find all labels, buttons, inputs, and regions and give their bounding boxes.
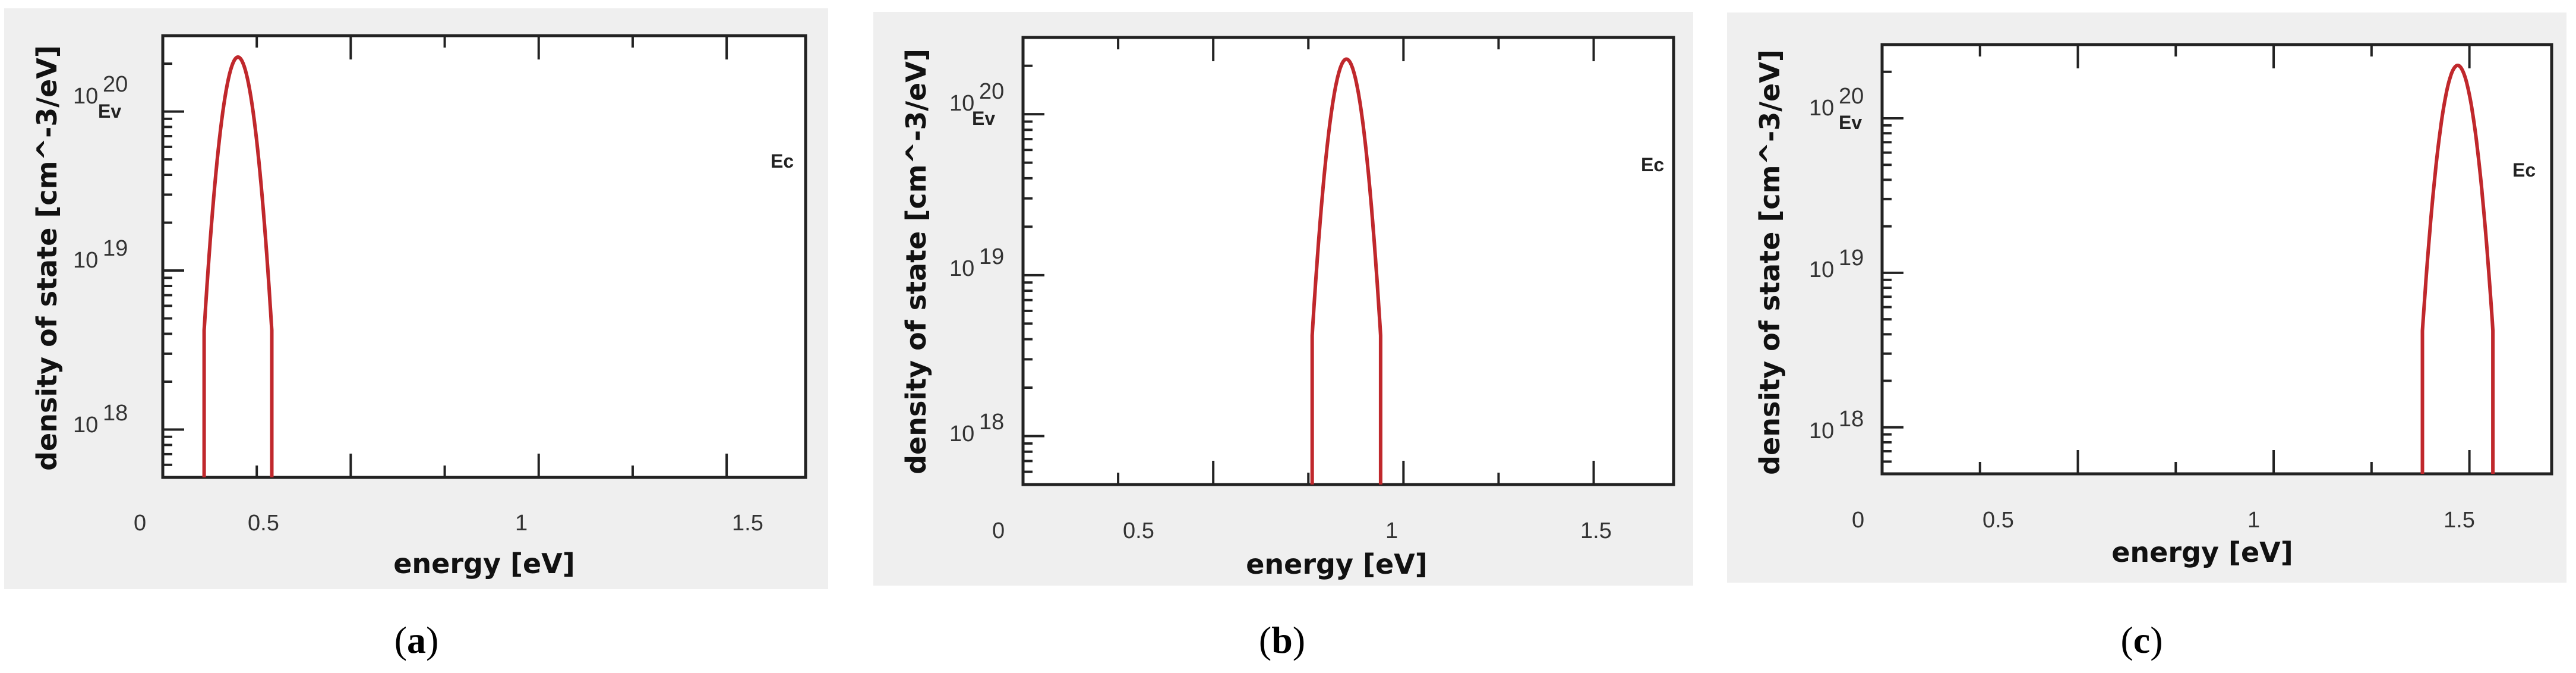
plot-frame (1021, 36, 1675, 486)
plot-frame (1880, 43, 2553, 476)
x-ticks (1117, 37, 1595, 485)
y-tick-1e18-base: 10 (949, 422, 974, 446)
y-tick-1e19-exp: 19 (979, 244, 1004, 269)
y-ticks (1023, 36, 1044, 486)
y-tick-1e20-base: 10 (73, 84, 98, 109)
ec-label: Ec (2512, 159, 2536, 181)
ec-label: Ec (1641, 154, 1664, 175)
x-axis-label: energy [eV] (1246, 548, 1428, 580)
y-tick-1e18-exp: 18 (1839, 407, 1864, 432)
y-tick-1e19-base: 10 (73, 248, 98, 273)
caption-b: (b) (1258, 619, 1306, 661)
x-tick-1.5: 1.5 (732, 511, 763, 536)
ev-label: Ev (1839, 112, 1862, 133)
dos-curve (2420, 63, 2495, 474)
x-axis-label: energy [eV] (393, 548, 575, 580)
ec-label: Ec (771, 150, 794, 172)
y-tick-1e18-exp: 18 (979, 410, 1004, 435)
chart-c-svg: 10 20 10 19 10 18 Ev Ec 0 0.5 1 1.5 ener… (1754, 43, 2553, 568)
chart-a-svg: 10 20 10 19 10 18 Ev Ec 0 0.5 1 1.5 ener… (31, 34, 807, 580)
y-tick-1e20-base: 10 (949, 91, 974, 116)
x-tick-1: 1 (2247, 508, 2260, 533)
x-tick-0.5: 0.5 (1982, 508, 2014, 533)
x-axis-label: energy [eV] (2111, 536, 2293, 568)
x-tick-1: 1 (1385, 518, 1398, 543)
chart-panel-c: 10 20 10 19 10 18 Ev Ec 0 0.5 1 1.5 ener… (1727, 12, 2566, 583)
dos-curve (1310, 57, 1382, 485)
x-tick-0.5: 0.5 (248, 511, 279, 536)
y-tick-1e19-exp: 19 (103, 236, 128, 261)
plot-frame (161, 34, 807, 479)
dos-curve (202, 55, 274, 477)
x-tick-0: 0 (134, 511, 146, 536)
y-tick-1e20-exp: 20 (1839, 84, 1864, 109)
chart-panel-b: 10 20 10 19 10 18 Ev Ec 0 0.5 1 1.5 ener… (873, 12, 1693, 586)
y-axis-label: density of state [cm^-3/eV] (1754, 49, 1786, 475)
y-tick-1e20-exp: 20 (979, 79, 1004, 104)
x-tick-1: 1 (515, 511, 528, 536)
y-tick-1e18-exp: 18 (103, 401, 128, 426)
ev-label: Ev (972, 108, 995, 129)
x-ticks (1978, 45, 2471, 474)
caption-c: (c) (2120, 619, 2163, 661)
y-tick-1e20-base: 10 (1809, 96, 1834, 121)
y-ticks (163, 34, 184, 479)
x-tick-0: 0 (992, 518, 1005, 543)
y-tick-1e19-exp: 19 (1839, 246, 1864, 271)
chart-panel-a: 10 20 10 19 10 18 Ev Ec 0 0.5 1 1.5 ener… (4, 8, 828, 589)
x-tick-0.5: 0.5 (1123, 518, 1154, 543)
chart-b-svg: 10 20 10 19 10 18 Ev Ec 0 0.5 1 1.5 ener… (900, 36, 1675, 580)
y-tick-1e19-base: 10 (1809, 257, 1834, 282)
y-ticks (1882, 43, 1903, 475)
ev-label: Ev (98, 100, 121, 122)
x-tick-1.5: 1.5 (1580, 518, 1612, 543)
y-tick-1e18-base: 10 (73, 413, 98, 438)
x-tick-1.5: 1.5 (2444, 508, 2475, 533)
y-tick-1e19-base: 10 (949, 256, 974, 281)
y-axis-label: density of state [cm^-3/eV] (900, 49, 932, 474)
y-axis-label: density of state [cm^-3/eV] (31, 45, 63, 471)
caption-a: (a) (394, 619, 439, 661)
x-tick-0: 0 (1852, 508, 1864, 533)
y-tick-1e18-base: 10 (1809, 419, 1834, 444)
x-ticks (255, 36, 728, 477)
y-tick-1e20-exp: 20 (103, 72, 128, 97)
